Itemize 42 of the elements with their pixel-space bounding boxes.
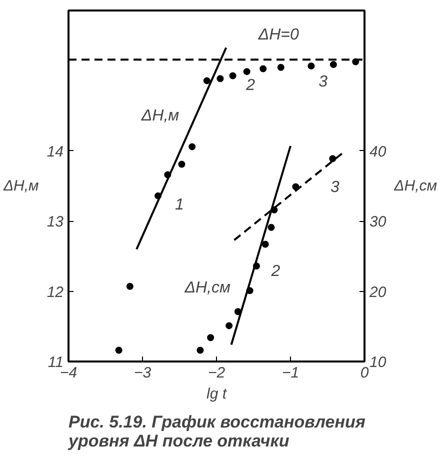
annotation: ΔH=0 bbox=[257, 26, 300, 44]
y2-tick-label: 10 bbox=[370, 354, 387, 371]
point bbox=[229, 72, 236, 80]
y-tick-label: 12 bbox=[46, 284, 64, 301]
y2-tick-label: 40 bbox=[370, 143, 387, 160]
annotation: ΔH,см bbox=[184, 279, 231, 296]
y2-tick-label: 30 bbox=[370, 214, 387, 231]
point bbox=[243, 68, 250, 76]
point bbox=[330, 61, 337, 68]
point bbox=[115, 346, 122, 354]
x-tick-label: −1 bbox=[282, 364, 300, 382]
point bbox=[262, 240, 269, 248]
x-tick-label: 0 bbox=[360, 364, 370, 382]
point bbox=[277, 64, 284, 71]
y-axis-title: ΔH,м bbox=[2, 178, 39, 194]
x-tick-label: −3 bbox=[134, 364, 152, 382]
y2-tick-label: 20 bbox=[368, 284, 387, 301]
y2-axis-title: ΔH,см bbox=[393, 178, 438, 194]
annotation: 3 bbox=[318, 74, 328, 91]
point bbox=[126, 282, 134, 290]
annotation: 2 bbox=[270, 263, 280, 280]
point bbox=[226, 322, 233, 330]
x-tick-label: −2 bbox=[208, 364, 226, 382]
y-tick-label: 14 bbox=[46, 143, 64, 160]
point bbox=[329, 155, 336, 162]
text: Рис. 5.19. График восстановления уровня ΔH после откачки bbox=[68, 412, 366, 450]
point bbox=[188, 143, 196, 150]
point bbox=[216, 75, 224, 82]
point bbox=[268, 224, 275, 231]
point bbox=[308, 62, 315, 70]
y-tick-label: 11 bbox=[48, 354, 64, 371]
x-axis-title: lg t bbox=[206, 386, 228, 402]
point bbox=[260, 65, 267, 72]
point bbox=[196, 346, 204, 354]
point bbox=[207, 334, 214, 342]
y-tick-label: 13 bbox=[46, 214, 64, 231]
annotation: ΔH,м bbox=[140, 107, 180, 124]
annotation: 1 bbox=[175, 196, 184, 214]
point bbox=[178, 160, 186, 168]
annotation: 2 bbox=[245, 77, 256, 94]
annotation: 3 bbox=[330, 179, 340, 196]
point bbox=[203, 77, 210, 84]
